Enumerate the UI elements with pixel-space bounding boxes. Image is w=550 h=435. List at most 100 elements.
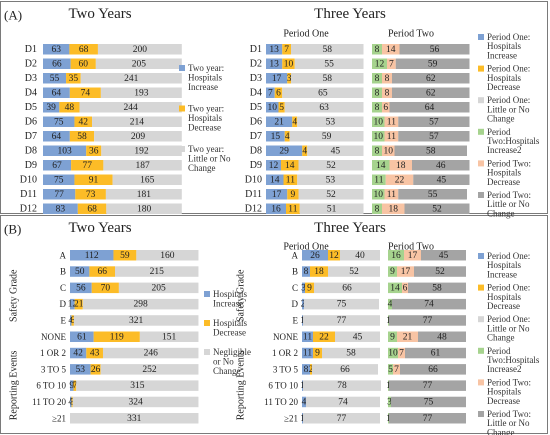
panel-a-p2-row-2-s2-bar xyxy=(387,58,396,69)
panel-a-p1-row-12-s3-label: 51 xyxy=(327,204,337,214)
legend-label-4: Increase2 xyxy=(487,145,521,155)
panel-a-p2-row-3-s1-bar xyxy=(372,73,382,84)
panel-b-p2-row-3-s1-bar xyxy=(388,282,402,294)
panel-a-left-row-8-s2-label: 36 xyxy=(89,146,99,156)
panel-a-p1-row-11-s2-label: 9 xyxy=(291,190,296,200)
panel-a-p2-row-10-s3-bar xyxy=(413,174,470,185)
legend-swatch-2 xyxy=(478,65,484,72)
panel-a-p1-row-4-s3-bar xyxy=(282,87,364,98)
panel-b-p1-row-10-s3-label: 74 xyxy=(338,397,348,407)
panel-a-left-row-5-s3-label: 244 xyxy=(124,103,139,113)
panel-a-p2-row-4-s3-label: 62 xyxy=(426,88,436,98)
panel-a-p2-row-8-s1-bar xyxy=(372,145,382,156)
legend-label-1: Hospitals xyxy=(188,73,222,83)
panel-a-left-row-7-s2-bar xyxy=(69,131,95,142)
panel-a-left-row-9-s2-label: 77 xyxy=(82,161,92,171)
panel-b-p2-row-1-s2-label: 17 xyxy=(408,251,418,261)
panel-a-right-row-label: D9 xyxy=(250,160,262,171)
panel-a-p2-row-5-s2-bar xyxy=(382,102,390,113)
panel-a-left-row-10-s3-label: 165 xyxy=(140,175,155,185)
panel-a-left-row-1-s1-bar xyxy=(43,44,70,55)
panel-b-left-row-8-s2-label: 26 xyxy=(91,365,101,375)
legend-label-1: Hospitals xyxy=(487,41,521,51)
panel-a-left-row-7-s3-label: 209 xyxy=(131,132,146,142)
panel-a-right-row-label: D4 xyxy=(250,87,262,98)
legend-label-1: Period One: xyxy=(487,251,530,261)
panel-b-p2-row-6-s2-label: 21 xyxy=(403,332,413,342)
legend-label-2: Decrease xyxy=(188,123,221,133)
panel-a-p2-row-12-s3-label: 52 xyxy=(432,204,442,214)
panel-a-p1-row-7-s1-bar xyxy=(266,131,285,142)
panel-b-p1-row-1-s1-label: 26 xyxy=(310,251,320,261)
panel-b-left-row-9-s3-bar xyxy=(76,380,199,391)
legend-label-3: or No xyxy=(213,357,234,367)
panel-a-left-row-12-s1-bar xyxy=(43,203,78,214)
panel-a-left-row-1-s2-label: 68 xyxy=(79,45,89,55)
panel-b-p1-row-1-s3-bar xyxy=(340,250,380,261)
legend-label-5: Period Two: xyxy=(487,158,531,168)
panel-b-left-row-label: ≥21 xyxy=(52,413,66,423)
panel-b-p2-row-6-s1-label: 9 xyxy=(390,332,395,342)
panel-a-p2-row-12-s2-label: 18 xyxy=(389,204,399,214)
panel-b-right-row-label: A xyxy=(292,250,299,260)
panel-a-p1-row-1-s2-bar xyxy=(282,44,291,55)
panel-b-p2-row-3-s2-bar xyxy=(402,282,408,294)
panel-a-p1-row-9-s2-bar xyxy=(281,160,299,171)
panel-a-p1-row-2-s2-bar xyxy=(282,58,295,69)
legend-label-3: Change xyxy=(487,114,515,124)
legend-label-3: Little or No xyxy=(188,154,231,164)
panel-a-p1-row-4-s1-bar xyxy=(266,87,275,98)
legend-label-5: Decrease xyxy=(487,177,520,187)
panel-b-p1-row-10-s3-bar xyxy=(306,396,380,408)
panel-a-left-row-3-s1-label: 55 xyxy=(50,74,60,84)
panel-a-p1-row-6-s3-bar xyxy=(297,116,364,127)
panel-a-p2-row-5-s1-bar xyxy=(372,102,382,113)
panel-b-p1-row-1-s1-bar xyxy=(302,250,328,261)
panel-a-left-row-label: D9 xyxy=(25,160,37,171)
panel-a-p1-row-10-s2-bar xyxy=(283,174,298,185)
panel-b-left-row-9-s2-label: 7 xyxy=(72,381,77,391)
panel-a-p1-row-11-s3-label: 52 xyxy=(326,190,336,200)
panel-a-p2-row-12-s2-bar xyxy=(382,203,405,214)
panel-a-left-row-7-s1-bar xyxy=(43,131,70,142)
panel-b-p1-row-3-s1-bar xyxy=(302,282,305,294)
panel-a-p2-row-9-s3-label: 46 xyxy=(436,161,446,171)
panel-a-p2-row-10-s2-bar xyxy=(385,174,414,185)
panel-b-p1-row-8-s2-label: 2 xyxy=(309,365,314,375)
legend-label-6: Period Two: xyxy=(487,409,531,419)
panel-a-p1-row-3-s3-bar xyxy=(291,73,364,84)
panel-a-left-row-4-s1-label: 64 xyxy=(52,88,62,98)
panel-b-p2-row-8-s2-label: 7 xyxy=(394,365,399,375)
panel-a-p1-row-8-s1-label: 29 xyxy=(279,146,289,156)
panel-a-p1-row-8-s2-bar xyxy=(302,145,308,156)
panel-b-p1-row-9-s1-bar xyxy=(302,380,303,391)
panel-b-p1-row-4-s3-bar xyxy=(304,298,379,310)
panel-b-p1-row-3-s3-bar xyxy=(314,282,380,294)
panel-a-p2-row-2-s3-bar xyxy=(395,58,470,69)
legend-swatch-6 xyxy=(478,411,484,417)
panel-b-p1-row-10-s1-bar xyxy=(302,396,306,408)
legend-swatch-3 xyxy=(179,146,185,152)
panel-a-p2-row-7-s1-label: 10 xyxy=(374,132,384,142)
legend-label-2: Hospitals xyxy=(487,73,521,83)
panel-a-p1-row-7-s3-label: 59 xyxy=(322,132,332,142)
legend-label-4: Two:Hospitals xyxy=(487,355,540,365)
panel-a-p2-row-6-s2-label: 11 xyxy=(387,117,396,127)
panel-a-left-row-3-s3-label: 241 xyxy=(124,74,139,84)
panel-a-p2-row-9-s2-bar xyxy=(389,160,412,171)
panel-b-p2-row-1-s3-bar xyxy=(421,250,466,261)
panel-b-left-row-1-s3-label: 160 xyxy=(160,251,175,261)
panel-b-p1-row-11-s3-bar xyxy=(303,413,380,424)
panel-a-p2-row-3-s3-label: 62 xyxy=(426,74,436,84)
panel-b-p1-row-9-s3-label: 78 xyxy=(337,381,347,391)
panel-a-p1-row-7-s2-bar xyxy=(284,131,290,142)
panel-b-left-row-label: 6 TO 10 xyxy=(36,381,66,391)
panel-b-p2-row-7-s1-label: 10 xyxy=(388,349,398,359)
panel-b-left-row-2-s1-label: 50 xyxy=(75,267,85,277)
legend-label-3: Little or No xyxy=(487,104,530,114)
panel-a-p2-row-11-s2-label: 11 xyxy=(387,190,396,200)
panel-a-p1-row-10-s1-label: 14 xyxy=(270,175,280,185)
panel-a-p2-row-10-s2-label: 22 xyxy=(395,175,405,185)
panel-b-left-row-label: D xyxy=(60,299,67,309)
panel-a-p2-row-3-s1-label: 8 xyxy=(375,74,380,84)
